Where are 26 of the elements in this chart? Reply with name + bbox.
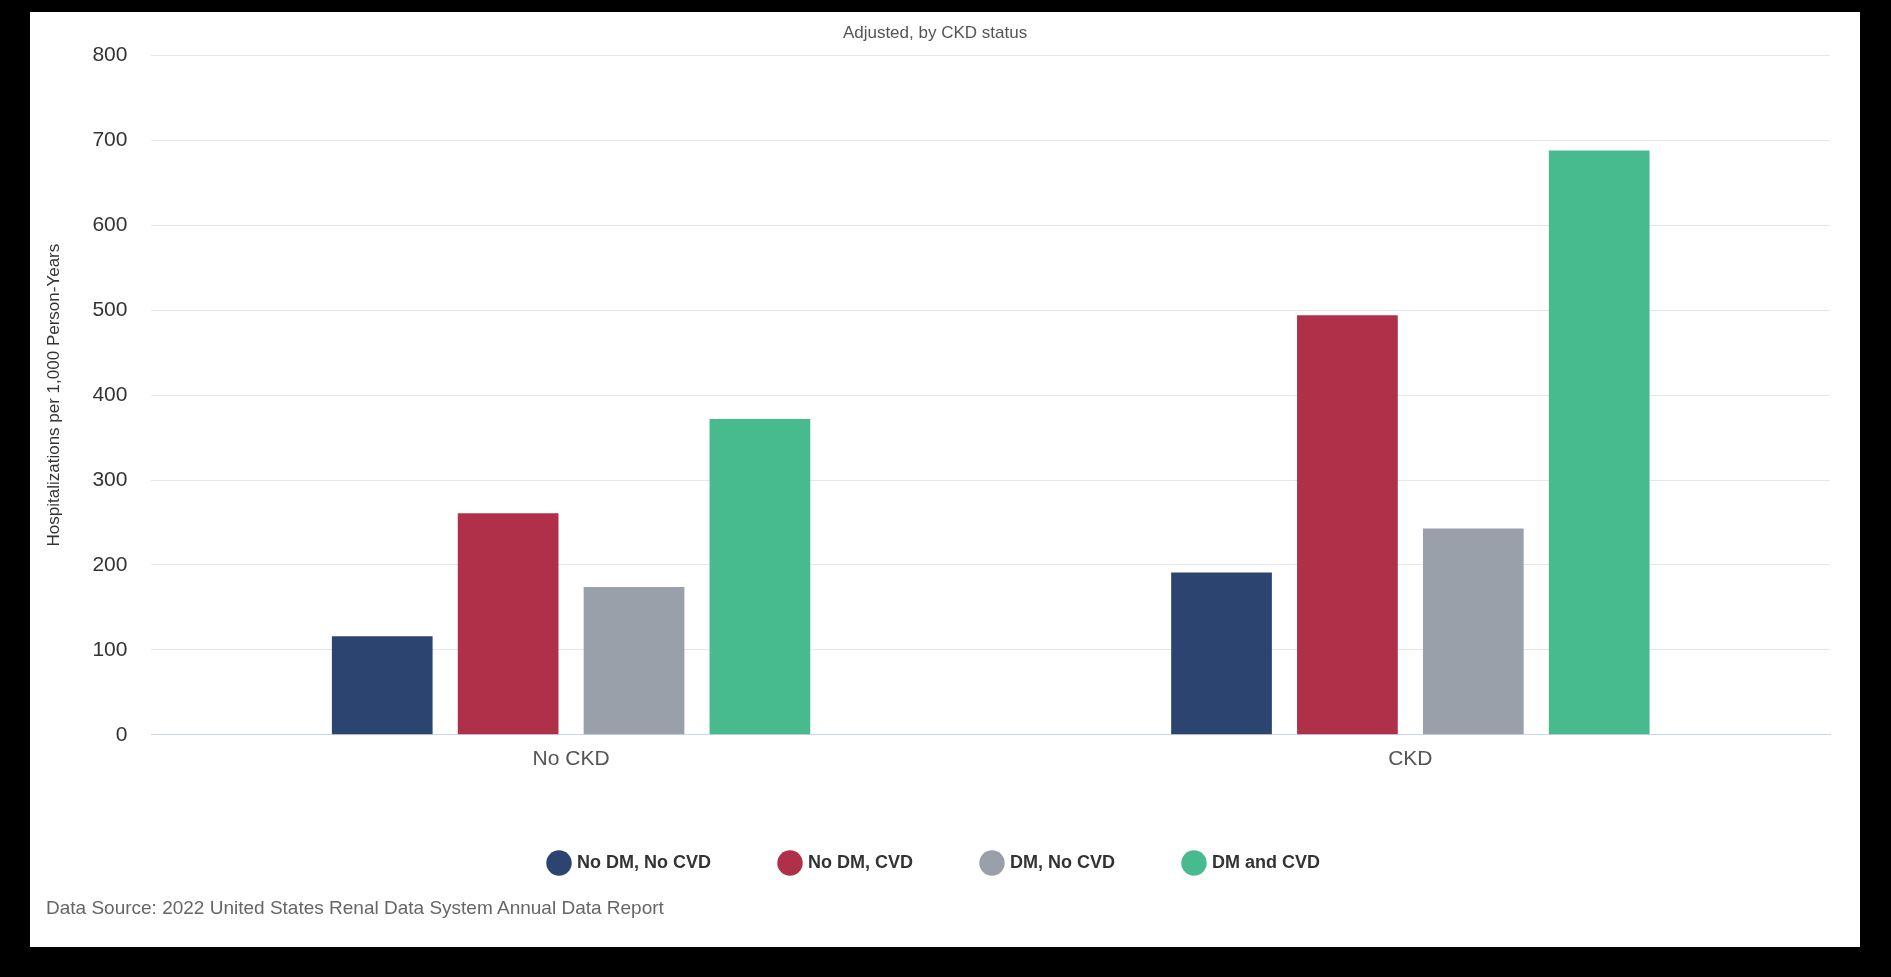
y-tick-label: 300	[92, 466, 128, 490]
bar	[331, 636, 433, 735]
x-tick-label: No CKD	[532, 746, 610, 770]
y-axis-title: Hospitalizations per 1,000 Person-Years	[43, 243, 63, 547]
legend-label: No DM, CVD	[808, 851, 913, 872]
y-tick-label: 400	[92, 381, 128, 405]
legend-label: No DM, No CVD	[577, 851, 712, 872]
chart-title: Adjusted, by CKD status	[842, 22, 1028, 42]
y-tick-label: 500	[92, 296, 128, 320]
bar	[1297, 315, 1398, 735]
y-tick-label: 100	[92, 636, 128, 660]
y-tick-label: 700	[92, 127, 128, 151]
x-tick-label: CKD	[1388, 746, 1433, 770]
y-tick-label: 0	[115, 721, 128, 745]
y-tick-label: 200	[92, 551, 128, 575]
y-tick-label: 600	[92, 212, 128, 236]
bar	[709, 418, 811, 735]
y-tick-label: 800	[92, 42, 128, 66]
source-note: Data Source: 2022 United States Renal Data System Annual Data Report	[46, 897, 664, 919]
bar	[1422, 528, 1524, 735]
legend-label: DM and CVD	[1211, 851, 1320, 872]
bar	[1171, 572, 1272, 735]
bar	[457, 513, 559, 735]
bar	[1548, 150, 1650, 735]
legend-label: DM, No CVD	[1009, 851, 1115, 872]
bar	[583, 587, 685, 735]
